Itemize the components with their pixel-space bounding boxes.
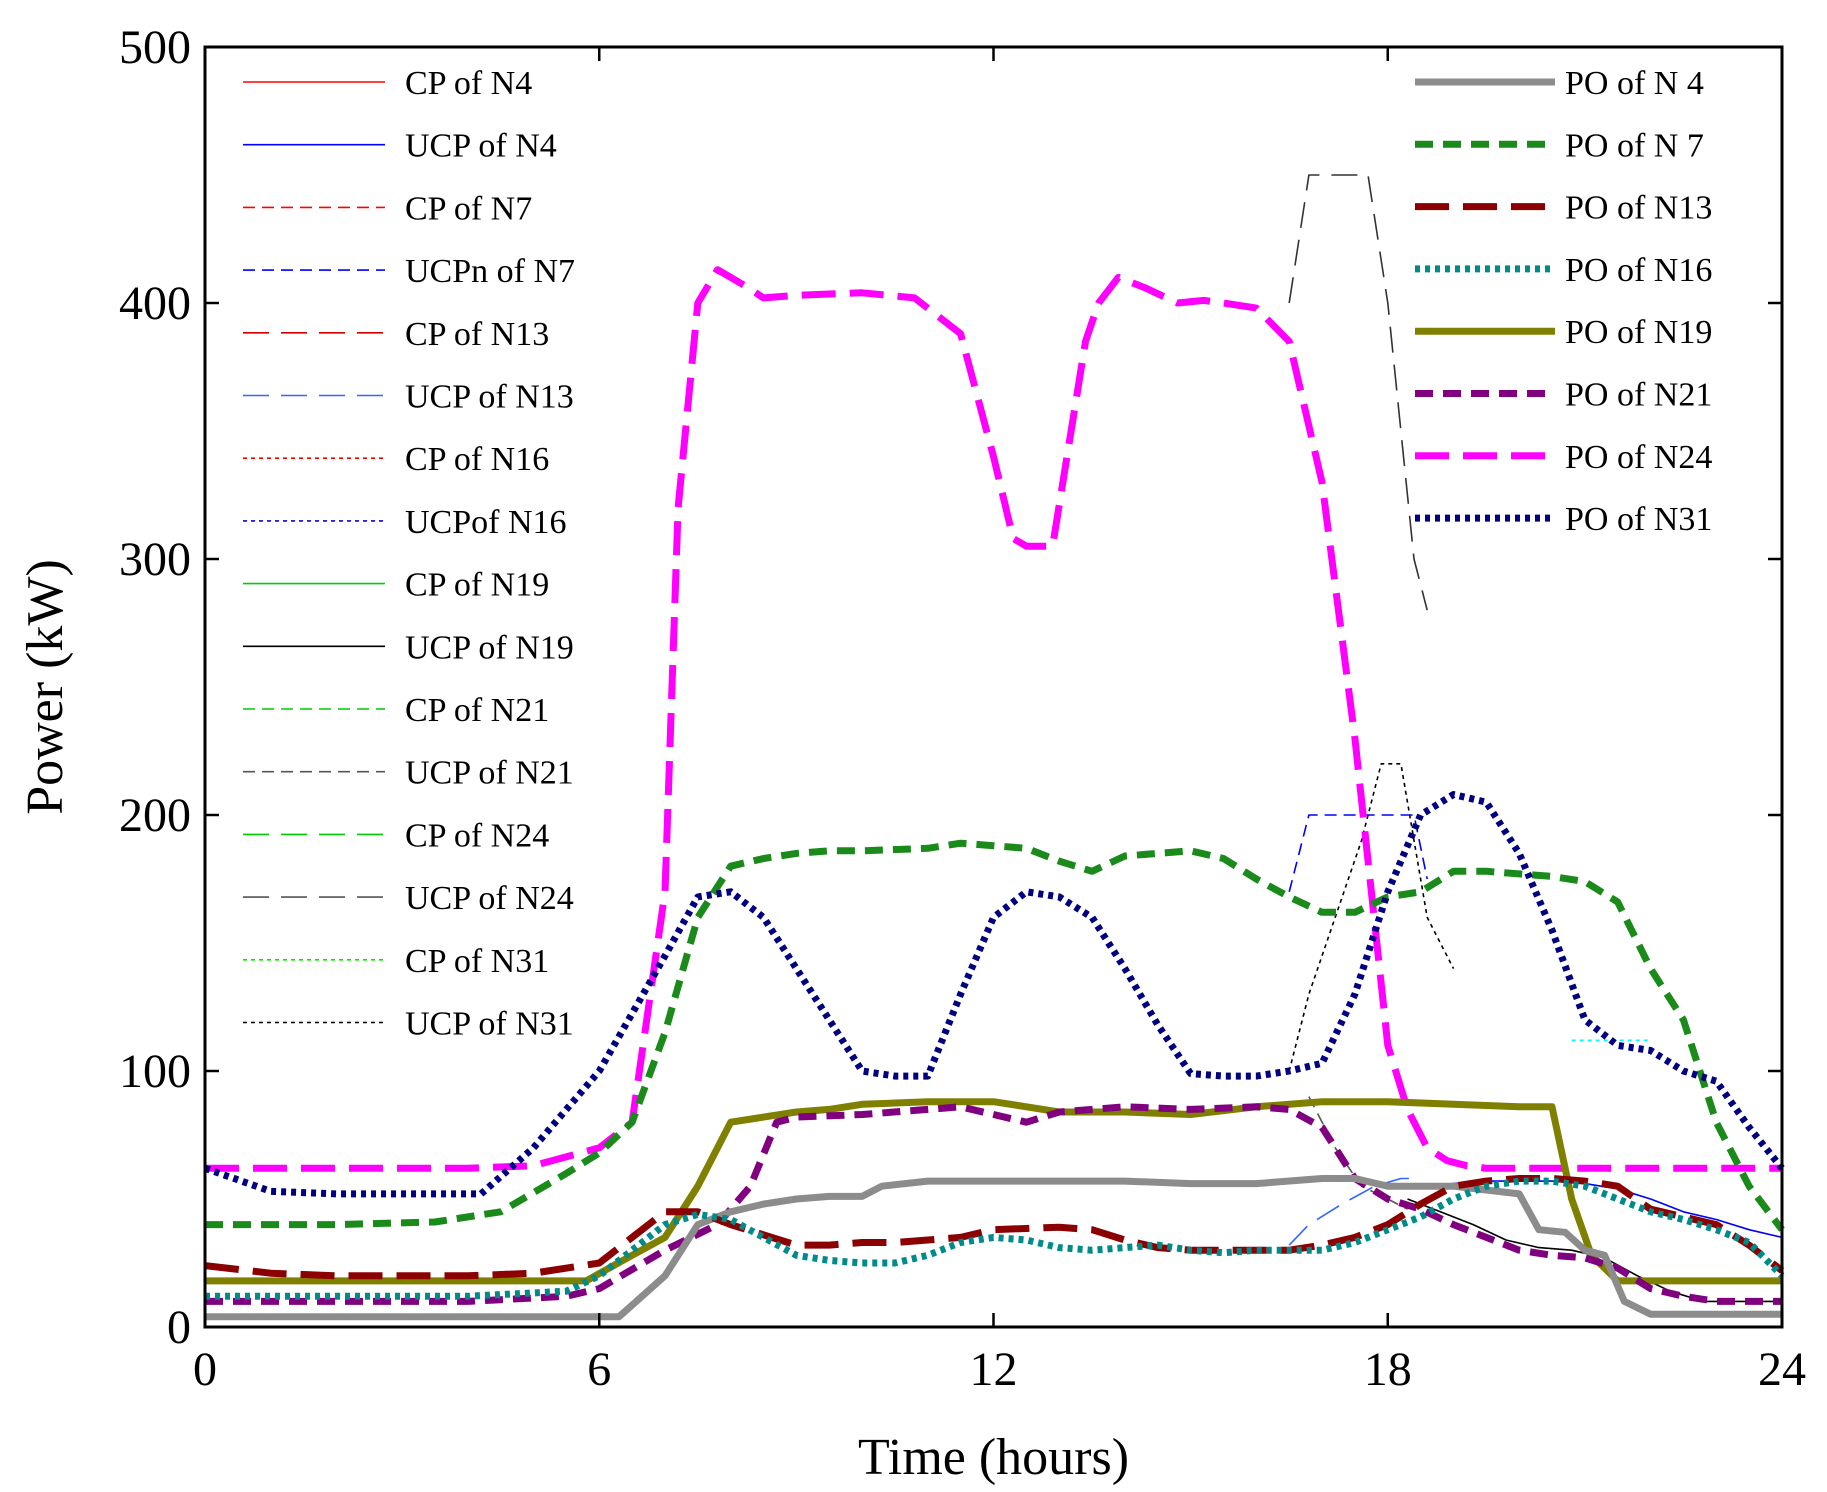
legend-label: CP of N7 bbox=[405, 190, 532, 227]
legend-item-cp-of-n13: CP of N13 bbox=[243, 316, 549, 353]
legend-label: PO of N31 bbox=[1565, 501, 1712, 538]
series-po-of-n-4 bbox=[205, 1175, 1782, 1321]
series-po-of-n21 bbox=[205, 1103, 1782, 1305]
legend-label: PO of N19 bbox=[1565, 314, 1712, 351]
x-tick-label: 18 bbox=[1364, 1343, 1412, 1396]
legend-item-po-of-n19: PO of N19 bbox=[1415, 314, 1712, 351]
legend-label: UCP of N13 bbox=[405, 379, 574, 416]
legend-item-po-of-n-4: PO of N 4 bbox=[1415, 65, 1704, 102]
legend: CP of N4 UCP of N4 CP of N7 UCPn of N7 CP of… bbox=[243, 65, 1712, 1043]
legend-label: PO of N16 bbox=[1565, 252, 1712, 289]
series-layer bbox=[203, 174, 1785, 1321]
legend-label: CP of N4 bbox=[405, 65, 532, 102]
legend-item-cp-of-n24: CP of N24 bbox=[243, 817, 549, 854]
legend-label: PO of N 4 bbox=[1565, 65, 1704, 102]
series-po-of-n-7 bbox=[205, 839, 1785, 1232]
legend-label: UCP of N24 bbox=[405, 880, 574, 917]
plot-frame bbox=[203, 45, 1784, 1329]
legend-label: PO of N 7 bbox=[1565, 127, 1704, 164]
legend-item-ucp-of-n13: UCP of N13 bbox=[243, 379, 574, 416]
series-ucp-of-n24 bbox=[1288, 174, 1428, 611]
legend-item-ucp-of-n19: UCP of N19 bbox=[243, 629, 574, 666]
y-tick-label: 400 bbox=[119, 277, 191, 330]
x-tick-label: 12 bbox=[970, 1343, 1018, 1396]
legend-label: UCP of N19 bbox=[405, 629, 574, 666]
legend-label: CP of N19 bbox=[405, 567, 549, 604]
legend-label: PO of N24 bbox=[1565, 439, 1712, 476]
y-tick-label: 500 bbox=[119, 21, 191, 74]
series-po-of-n24 bbox=[205, 266, 1782, 1172]
legend-label: PO of N21 bbox=[1565, 377, 1712, 414]
legend-item-ucpof-n16: UCPof N16 bbox=[243, 504, 567, 541]
legend-label: UCPn of N7 bbox=[405, 253, 575, 290]
legend-item-ucpn-of-n7: UCPn of N7 bbox=[243, 253, 575, 290]
legend-item-ucp-of-n21: UCP of N21 bbox=[243, 755, 574, 792]
series-po-of-n13 bbox=[204, 1175, 1785, 1280]
series-ucp-of-n21 bbox=[1308, 1096, 1408, 1210]
y-tick-label: 200 bbox=[119, 789, 191, 842]
y-tick-label: 100 bbox=[119, 1045, 191, 1098]
legend-item-po-of-n31: PO of N31 bbox=[1415, 501, 1712, 538]
series-po-of-n19 bbox=[205, 1098, 1782, 1285]
legend-label: CP of N16 bbox=[405, 441, 549, 478]
x-tick-label: 0 bbox=[193, 1343, 217, 1396]
legend-item-po-of-n-7: PO of N 7 bbox=[1415, 127, 1704, 164]
legend-item-cp-of-n19: CP of N19 bbox=[243, 567, 549, 604]
legend-item-cp-of-n31: CP of N31 bbox=[243, 943, 549, 980]
legend-label: CP of N13 bbox=[405, 316, 549, 353]
legend-item-po-of-n24: PO of N24 bbox=[1415, 439, 1712, 476]
legend-item-cp-of-n4: CP of N4 bbox=[243, 65, 532, 102]
x-tick-label: 6 bbox=[587, 1343, 611, 1396]
legend-item-po-of-n16: PO of N16 bbox=[1415, 252, 1712, 289]
legend-item-ucp-of-n4: UCP of N4 bbox=[243, 128, 557, 165]
legend-item-po-of-n13: PO of N13 bbox=[1415, 190, 1712, 227]
x-tick-label: 24 bbox=[1758, 1343, 1806, 1396]
series-ucp-of-n13 bbox=[1288, 1177, 1414, 1246]
series-po-of-n31 bbox=[203, 791, 1785, 1198]
legend-item-ucp-of-n31: UCP of N31 bbox=[243, 1006, 574, 1043]
series-ucp-of-n31 bbox=[1288, 762, 1455, 1072]
legend-label: UCP of N31 bbox=[405, 1006, 574, 1043]
legend-item-po-of-n21: PO of N21 bbox=[1415, 377, 1712, 414]
legend-label: CP of N31 bbox=[405, 943, 549, 980]
y-tick-label: 0 bbox=[167, 1301, 191, 1354]
legend-label: CP of N21 bbox=[405, 692, 549, 729]
x-axis-title: Time (hours) bbox=[858, 1429, 1129, 1486]
legend-label: UCPof N16 bbox=[405, 504, 567, 541]
legend-item-ucp-of-n24: UCP of N24 bbox=[243, 880, 574, 917]
series-ucpn-of-n7 bbox=[1288, 814, 1428, 892]
legend-item-cp-of-n7: CP of N7 bbox=[243, 190, 532, 227]
legend-label: CP of N24 bbox=[405, 817, 549, 854]
y-tick-label: 300 bbox=[119, 533, 191, 586]
legend-item-cp-of-n21: CP of N21 bbox=[243, 692, 549, 729]
legend-label: UCP of N4 bbox=[405, 128, 557, 165]
legend-item-cp-of-n16: CP of N16 bbox=[243, 441, 549, 478]
axis-ticks: 0 6 12 18 24 0 100 200 300 400 500 bbox=[119, 21, 1806, 1396]
legend-label: UCP of N21 bbox=[405, 755, 574, 792]
y-axis-title: Power (kW) bbox=[17, 559, 74, 815]
legend-label: PO of N13 bbox=[1565, 190, 1712, 227]
series-po-of-n16 bbox=[205, 1177, 1785, 1300]
